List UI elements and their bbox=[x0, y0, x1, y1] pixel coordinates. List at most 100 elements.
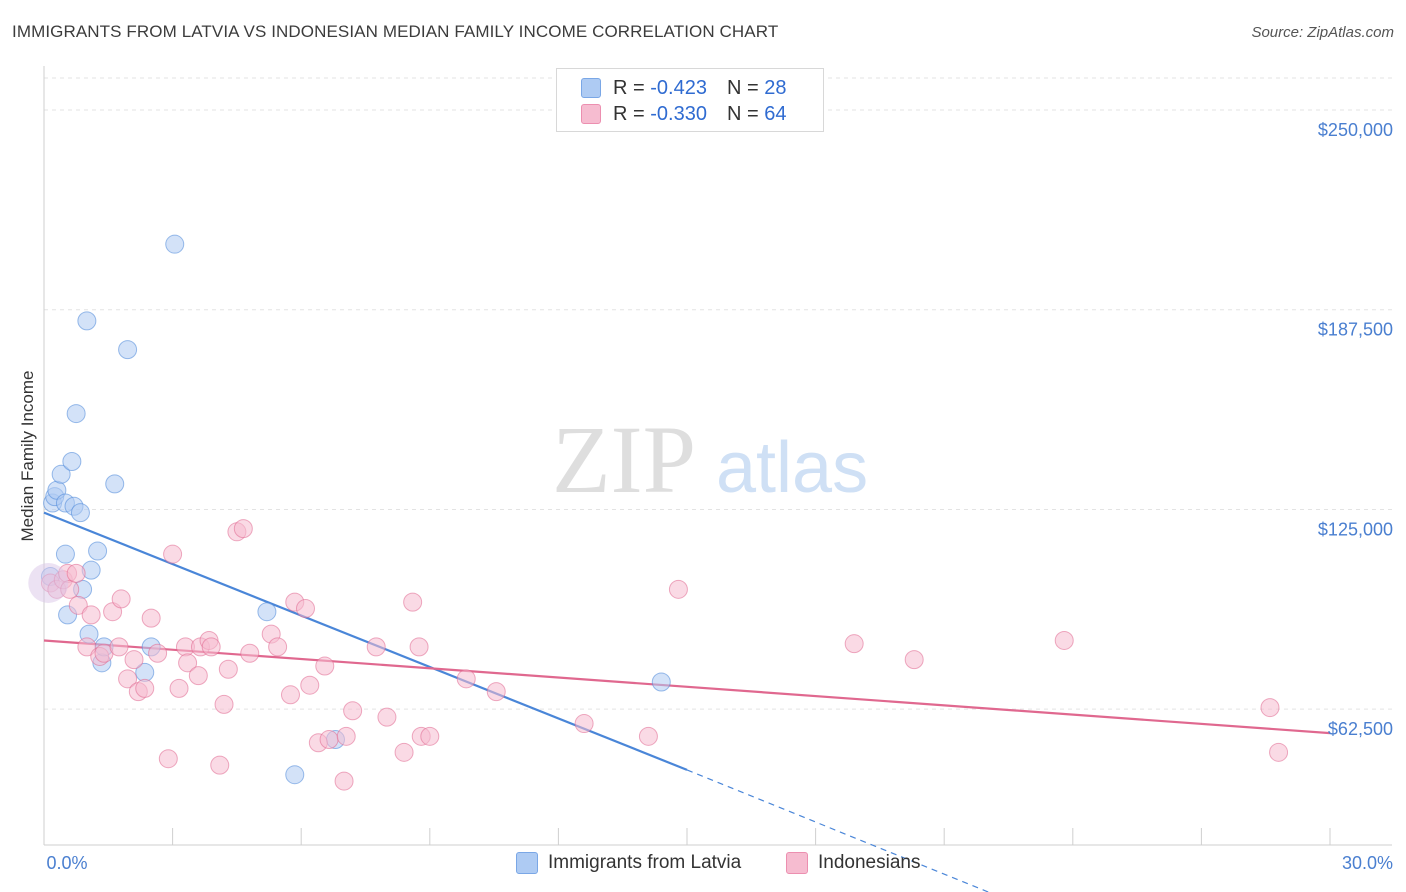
y-tick-label: $250,000 bbox=[1318, 120, 1393, 140]
data-point bbox=[257, 602, 277, 622]
data-point bbox=[214, 694, 234, 714]
data-point bbox=[336, 726, 356, 746]
data-point bbox=[210, 755, 230, 775]
data-point bbox=[904, 650, 924, 670]
data-point bbox=[68, 595, 88, 615]
legend-n-label: N = bbox=[726, 76, 765, 99]
data-point bbox=[201, 637, 221, 657]
data-point bbox=[163, 544, 183, 564]
data-point bbox=[574, 714, 594, 734]
trend-line-1 bbox=[43, 639, 1331, 735]
data-point bbox=[1054, 630, 1074, 650]
series-label-latvia: Immigrants from Latvia bbox=[548, 852, 742, 873]
data-point bbox=[118, 340, 138, 360]
legend-r-value: -0.330 bbox=[650, 102, 707, 125]
data-point bbox=[1269, 742, 1289, 762]
legend-n-label: N = bbox=[726, 102, 765, 125]
data-point bbox=[51, 464, 71, 484]
data-point bbox=[62, 452, 82, 471]
watermark-atlas: atlas bbox=[716, 428, 868, 508]
axes bbox=[43, 66, 1392, 846]
data-point bbox=[111, 589, 131, 609]
series-swatch-latvia bbox=[516, 852, 538, 874]
legend-n-value: 64 bbox=[764, 102, 787, 125]
data-point bbox=[409, 637, 429, 657]
data-point bbox=[66, 404, 86, 424]
watermark: ZIP atlas bbox=[552, 406, 868, 513]
data-point bbox=[240, 643, 260, 663]
data-point bbox=[81, 605, 101, 625]
data-point bbox=[334, 771, 354, 791]
legend-r-label: R = bbox=[613, 102, 651, 125]
series-swatch-indonesians bbox=[786, 852, 808, 874]
y-tick-label: $187,500 bbox=[1318, 320, 1393, 340]
data-point bbox=[668, 579, 688, 599]
data-point bbox=[366, 637, 386, 657]
data-point bbox=[178, 653, 198, 673]
data-point bbox=[188, 666, 208, 686]
correlation-legend: R = -0.423 N = 28 R = -0.330 N = 64 bbox=[556, 68, 824, 132]
data-point bbox=[377, 707, 397, 727]
data-point bbox=[1260, 698, 1280, 718]
data-point bbox=[651, 672, 671, 692]
data-point bbox=[77, 637, 97, 657]
data-points bbox=[28, 234, 1289, 791]
legend-r-value: -0.423 bbox=[650, 76, 707, 99]
trend-line-extension-0 bbox=[686, 769, 990, 892]
data-point bbox=[343, 701, 363, 721]
legend-r-label: R = bbox=[613, 76, 651, 99]
data-point bbox=[319, 730, 339, 750]
data-point bbox=[285, 765, 305, 785]
data-point bbox=[218, 659, 238, 679]
data-point bbox=[295, 599, 315, 619]
series-legend-latvia: Immigrants from Latvia bbox=[516, 852, 741, 874]
series-label-indonesians: Indonesians bbox=[818, 852, 921, 873]
data-point bbox=[55, 544, 75, 564]
x-tick-label-min: 0.0% bbox=[46, 853, 87, 873]
data-point bbox=[638, 726, 658, 746]
gridlines bbox=[44, 77, 1395, 710]
data-point bbox=[158, 749, 178, 769]
data-point bbox=[403, 592, 423, 612]
series-1-points bbox=[40, 519, 1289, 791]
legend-row-latvia: R = -0.423 N = 28 bbox=[581, 76, 786, 100]
data-point bbox=[105, 474, 125, 494]
data-point bbox=[280, 685, 300, 705]
watermark-zip: ZIP bbox=[552, 406, 696, 513]
data-point bbox=[420, 726, 440, 746]
axis-labels: $250,000 $187,500 $125,000 $62,500 0.0% 30.0%… bbox=[18, 120, 1393, 873]
y-tick-label: $125,000 bbox=[1318, 519, 1393, 539]
source-label: Source: ZipAtlas.com bbox=[1251, 24, 1394, 41]
chart-title: IMMIGRANTS FROM LATVIA VS INDONESIAN MED… bbox=[12, 22, 779, 41]
data-point bbox=[486, 682, 506, 702]
data-point bbox=[165, 234, 185, 254]
data-point bbox=[394, 742, 414, 762]
y-tick-label: $62,500 bbox=[1328, 719, 1393, 739]
data-point bbox=[77, 311, 97, 331]
x-tick-label-max: 30.0% bbox=[1342, 853, 1393, 873]
y-axis-title: Median Family Income bbox=[18, 370, 37, 541]
data-point bbox=[135, 678, 155, 698]
data-point bbox=[233, 519, 253, 539]
data-point bbox=[315, 656, 335, 676]
legend-swatch-latvia bbox=[581, 78, 601, 98]
legend-row-indonesians: R = -0.330 N = 64 bbox=[581, 102, 786, 126]
data-point bbox=[268, 637, 288, 657]
data-point bbox=[88, 541, 108, 561]
data-point bbox=[169, 678, 189, 698]
trend-line-0 bbox=[43, 511, 688, 771]
data-point bbox=[300, 675, 320, 695]
data-point bbox=[456, 669, 476, 689]
data-point bbox=[124, 650, 144, 670]
data-point bbox=[70, 503, 90, 523]
series-legend-indonesians: Indonesians bbox=[786, 852, 920, 874]
data-point-cluster bbox=[28, 562, 69, 603]
data-point bbox=[118, 669, 138, 689]
data-point bbox=[66, 563, 86, 583]
legend-n-value: 28 bbox=[764, 76, 787, 99]
data-point bbox=[148, 643, 168, 663]
legend-swatch-indonesians bbox=[581, 104, 601, 124]
data-point bbox=[844, 634, 864, 654]
data-point bbox=[109, 637, 129, 657]
